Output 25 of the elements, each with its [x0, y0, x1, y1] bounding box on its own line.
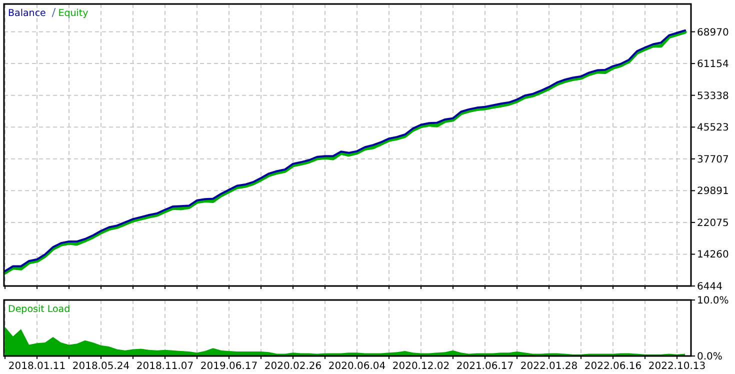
y-tick-label: 68970 [697, 27, 729, 38]
x-tick-label: 2018.01.11 [8, 361, 66, 372]
y-tick-label: 37707 [697, 154, 729, 166]
x-tick-label: 2020.02.26 [264, 361, 322, 372]
x-tick-label: 2021.06.17 [456, 361, 514, 372]
x-tick-label: 2018.05.24 [72, 361, 130, 372]
x-tick-label: 2020.12.02 [392, 361, 450, 372]
x-tick-label: 2020.06.04 [328, 361, 386, 372]
x-tick-label: 2019.06.17 [200, 361, 258, 372]
x-tick-label: 2022.06.16 [584, 361, 642, 372]
y-tick-label: 29891 [697, 186, 729, 198]
x-tick-label: 2022.01.28 [520, 361, 578, 372]
y-tick-label: 53338 [697, 90, 729, 102]
y-tick-label: 61154 [697, 59, 729, 70]
y-tick-label: 14260 [697, 250, 729, 261]
x-tick-label: 2022.10.13 [648, 361, 706, 372]
series-label: Deposit Load [8, 304, 70, 315]
text: Equity [58, 8, 89, 19]
text: Balance [8, 8, 46, 19]
x-tick-label: 2018.11.07 [136, 361, 194, 372]
y-tick-label: 10.0% [697, 296, 729, 306]
y-tick-label: 45523 [697, 122, 729, 134]
y-tick-label: 22075 [697, 218, 729, 229]
y-tick-label: 6444 [697, 282, 722, 292]
y-tick-label: 0.0% [697, 352, 722, 362]
